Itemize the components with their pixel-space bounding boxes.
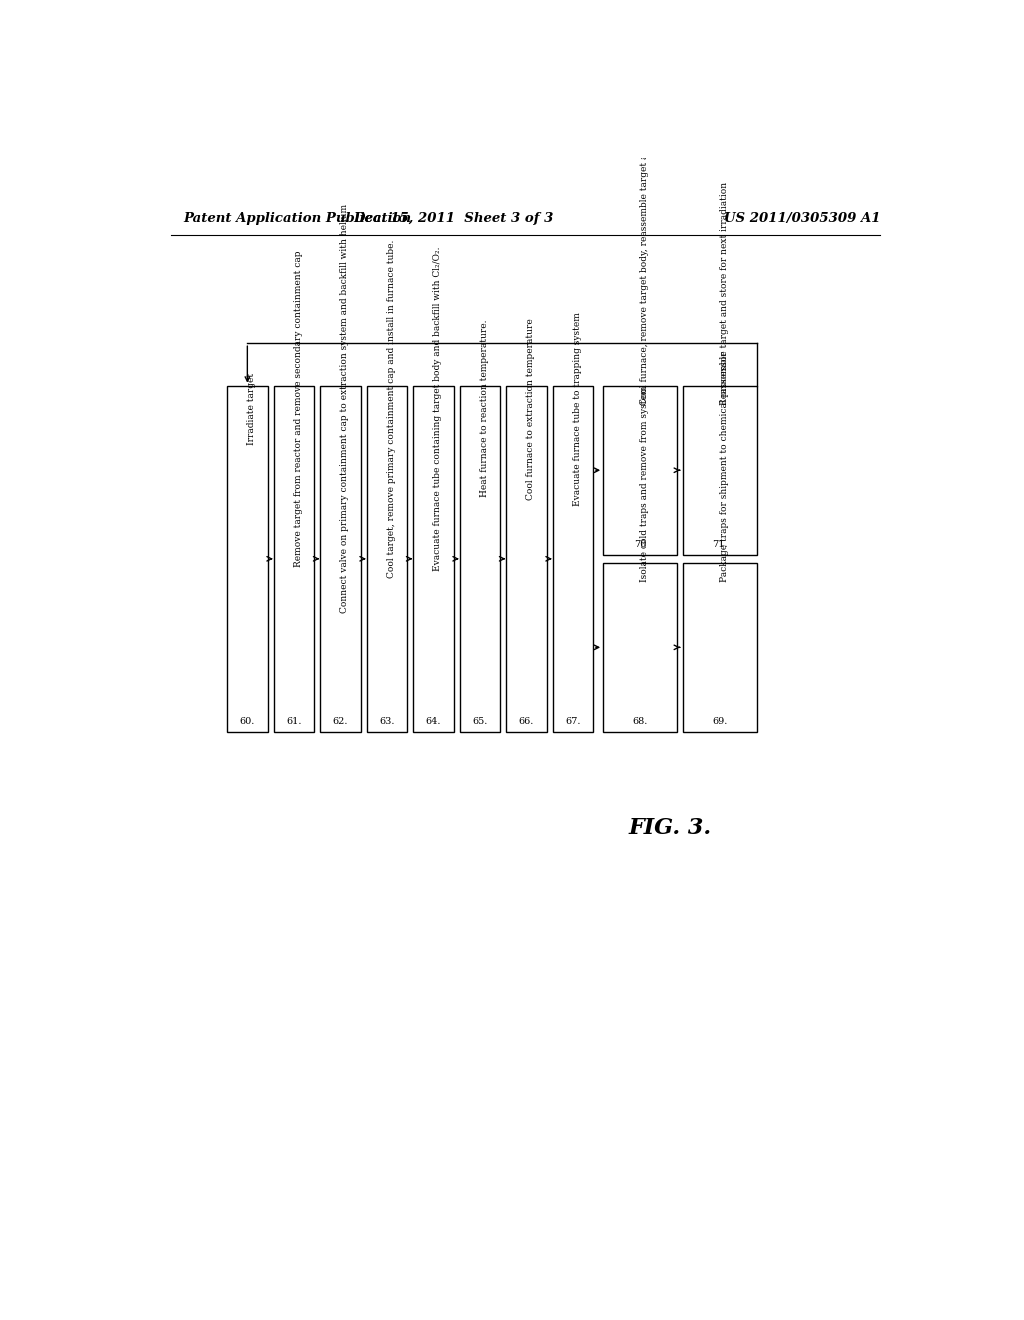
Bar <box>506 385 547 733</box>
Text: 64.: 64. <box>426 717 441 726</box>
Text: 63.: 63. <box>379 717 394 726</box>
Text: Reassemble target and store for next irradiation: Reassemble target and store for next irr… <box>720 182 729 405</box>
Text: FIG. 3.: FIG. 3. <box>629 817 712 840</box>
Bar <box>227 385 267 733</box>
Text: 69.: 69. <box>712 717 727 726</box>
Text: Cool target, remove primary containment cap and install in furnace tube.: Cool target, remove primary containment … <box>387 239 396 578</box>
Bar <box>683 562 757 733</box>
Bar <box>367 385 407 733</box>
Text: 60.: 60. <box>240 717 255 726</box>
Text: 71.: 71. <box>712 540 727 549</box>
Text: 61.: 61. <box>286 717 302 726</box>
Bar <box>683 385 757 554</box>
Text: 68.: 68. <box>632 717 647 726</box>
Text: Package traps for shipment to chemical processor: Package traps for shipment to chemical p… <box>720 351 729 582</box>
Bar <box>603 385 677 554</box>
Text: Cool furnace to extraction temperature: Cool furnace to extraction temperature <box>526 318 536 499</box>
Text: 67.: 67. <box>565 717 581 726</box>
Bar <box>460 385 500 733</box>
Text: Patent Application Publication: Patent Application Publication <box>183 213 412 224</box>
Text: 62.: 62. <box>333 717 348 726</box>
Text: Irradiate target: Irradiate target <box>248 372 256 445</box>
Text: Remove target from reactor and remove secondary containment cap: Remove target from reactor and remove se… <box>294 251 303 566</box>
Text: Cool furnace, remove target body, reassemble target and package high temperature: Cool furnace, remove target body, reasse… <box>640 0 649 405</box>
Text: Connect valve on primary containment cap to extraction system and backfill with : Connect valve on primary containment cap… <box>340 205 349 614</box>
Text: Evacuate furnace tube to trapping system: Evacuate furnace tube to trapping system <box>572 312 582 506</box>
Text: 65.: 65. <box>472 717 487 726</box>
Text: Dec. 15, 2011  Sheet 3 of 3: Dec. 15, 2011 Sheet 3 of 3 <box>353 213 554 224</box>
Bar <box>553 385 593 733</box>
Text: 70: 70 <box>634 540 646 549</box>
Text: Isolate cold traps and remove from system: Isolate cold traps and remove from syste… <box>640 385 649 582</box>
Bar <box>273 385 314 733</box>
Text: 66.: 66. <box>519 717 535 726</box>
Text: Heat furnace to reaction temperature.: Heat furnace to reaction temperature. <box>480 319 488 498</box>
Bar <box>414 385 454 733</box>
Text: Evacuate furnace tube containing target body and backfill with Cl₂/O₂.: Evacuate furnace tube containing target … <box>433 247 442 572</box>
Text: US 2011/0305309 A1: US 2011/0305309 A1 <box>724 213 881 224</box>
Bar <box>321 385 360 733</box>
Bar <box>603 562 677 733</box>
